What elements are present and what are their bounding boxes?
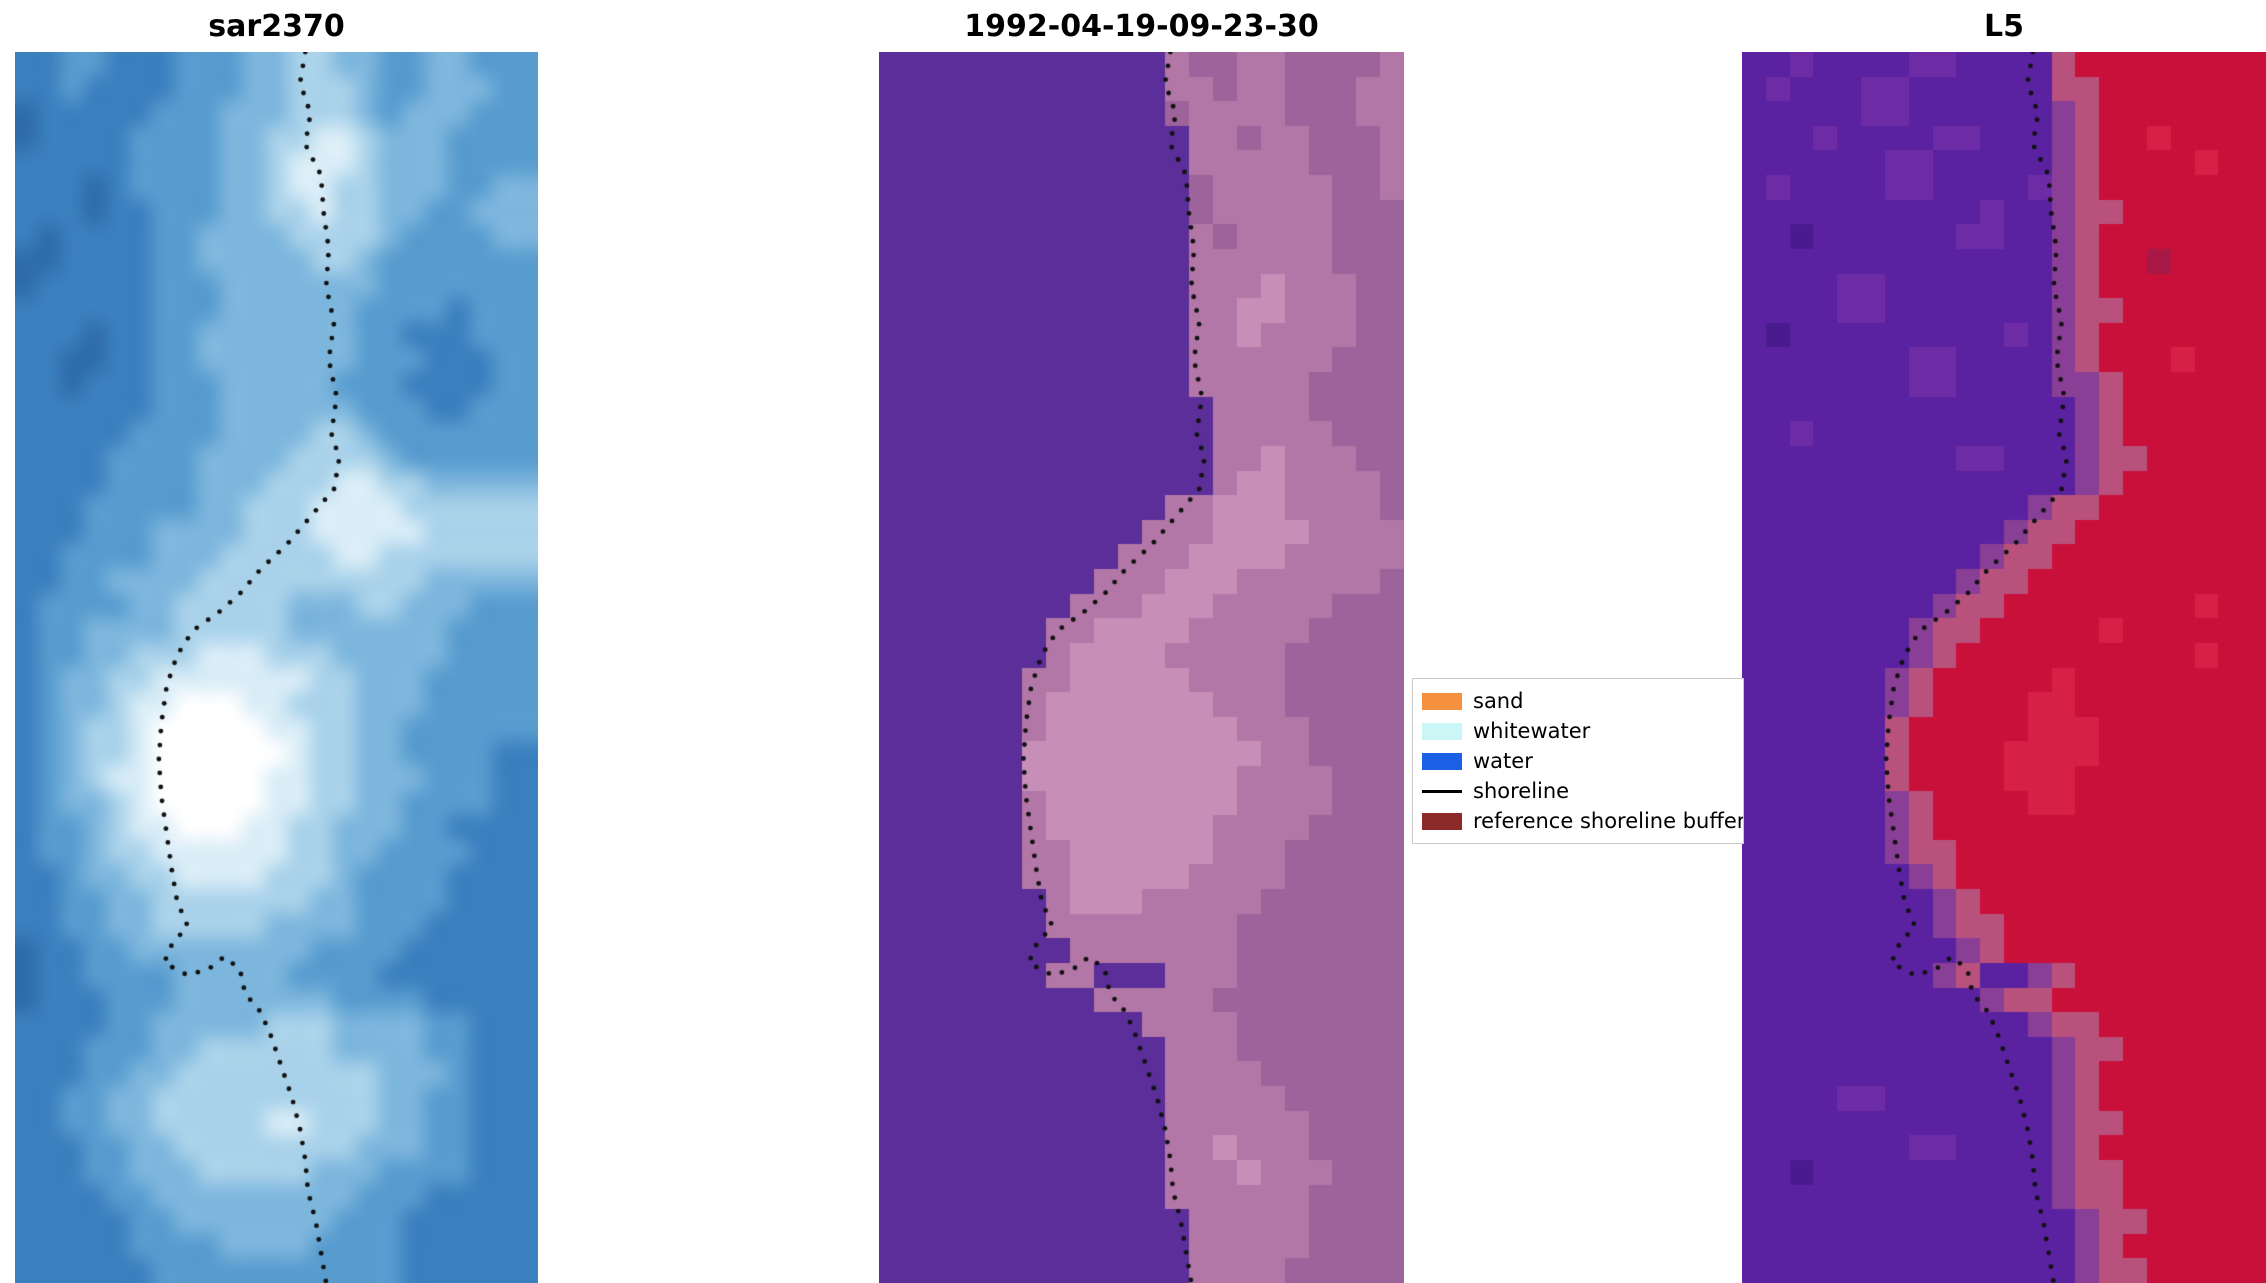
legend-label-water: water: [1473, 749, 1533, 773]
panel-sar2370: sar2370: [15, 9, 538, 1283]
panel-title-sar2370: sar2370: [208, 9, 345, 44]
legend-label-whitewater: whitewater: [1473, 719, 1591, 743]
shoreline-line-icon: [1422, 789, 1462, 793]
legend-item-whitewater: whitewater: [1422, 716, 1734, 746]
legend-item-sand: sand: [1422, 686, 1734, 716]
legend-label-sand: sand: [1473, 689, 1524, 713]
l5-image: [1742, 52, 2266, 1283]
panel-l5: L5: [1742, 9, 2266, 1283]
panel-title-date: 1992-04-19-09-23-30: [964, 9, 1319, 44]
sand-swatch-icon: [1422, 692, 1462, 710]
legend-item-water: water: [1422, 746, 1734, 776]
water-swatch-icon: [1422, 752, 1462, 770]
legend: sand whitewater water shoreline referenc…: [1412, 678, 1744, 844]
whitewater-swatch-icon: [1422, 722, 1462, 740]
panel-title-l5: L5: [1984, 9, 2024, 44]
reference-shoreline-buffer-swatch-icon: [1422, 812, 1462, 830]
sar2370-image: [15, 52, 538, 1283]
classified-image: [879, 52, 1404, 1283]
panel-classified: 1992-04-19-09-23-30: [879, 9, 1404, 1283]
legend-label-shoreline: shoreline: [1473, 779, 1570, 803]
legend-label-reference-shoreline-buffer: reference shoreline buffer: [1473, 809, 1744, 833]
legend-item-reference-shoreline-buffer: reference shoreline buffer: [1422, 806, 1743, 836]
legend-item-shoreline: shoreline: [1422, 776, 1734, 806]
